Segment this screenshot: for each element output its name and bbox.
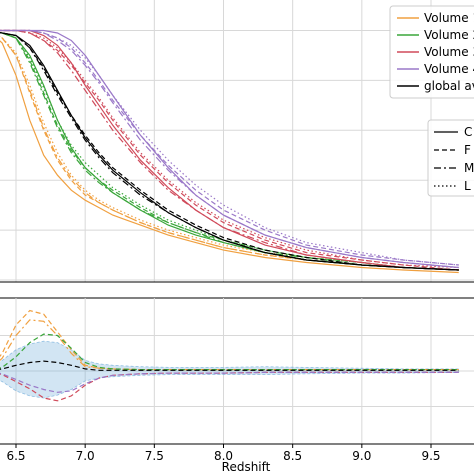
- legend-label-4: global av: [424, 79, 474, 93]
- style-label-1: F: [464, 143, 471, 157]
- main-line-global-av-dashdot: [0, 31, 459, 271]
- style-label-2: M: [464, 161, 474, 175]
- residual-line-volume-4-dashed: [0, 371, 459, 393]
- legend-label-0: Volume 1: [424, 11, 474, 25]
- legend-colors-box: [389, 5, 474, 99]
- residual-panel: 6.5 7.0 7.5 8.0 8.5 9.0 9.5 Redshift: [0, 297, 474, 474]
- legend-label-3: Volume 4: [424, 62, 474, 76]
- residual-series-lines: [0, 309, 459, 402]
- legend-label-1: Volume 2: [424, 28, 474, 42]
- residual-line-volume-2-dashed: [0, 333, 459, 371]
- residual-line-volume-1-dashed: [0, 309, 459, 371]
- x-tick-label-3: 8.0: [214, 449, 233, 463]
- x-tick-label-5: 9.0: [352, 449, 371, 463]
- x-tick-label-0: 6.5: [6, 449, 25, 463]
- residual-line-global-av-dashed: [0, 360, 459, 371]
- legend-styles-box: [427, 119, 474, 197]
- legend-label-2: Volume 3: [424, 45, 474, 59]
- style-label-3: L: [464, 179, 471, 193]
- main-series-lines: [0, 29, 459, 274]
- x-tick-label-2: 7.5: [145, 449, 164, 463]
- x-axis-label: Redshift: [222, 460, 271, 474]
- x-tick-label-4: 8.5: [283, 449, 302, 463]
- main-panel: [0, 0, 474, 283]
- main-line-volume-3-dashdot: [0, 29, 459, 271]
- x-tick-label-6: 9.5: [421, 449, 440, 463]
- main-line-volume-1-solid: [0, 40, 459, 274]
- main-line-volume-4-dotted: [0, 29, 459, 266]
- residual-gridlines: [0, 298, 474, 444]
- main-line-global-av-dashed: [0, 31, 459, 271]
- legend-colors: Volume 1 Volume 2 Volume 3 Volume 4 global a…: [389, 5, 474, 99]
- legend-colors-items: Volume 1 Volume 2 Volume 3 Volume 4 global a…: [397, 11, 474, 93]
- residual-x-ticks: 6.5 7.0 7.5 8.0 8.5 9.0 9.5: [6, 444, 441, 463]
- x-tick-label-1: 7.0: [76, 449, 95, 463]
- main-line-global-av-solid: [0, 31, 459, 271]
- style-label-0: C: [464, 125, 472, 139]
